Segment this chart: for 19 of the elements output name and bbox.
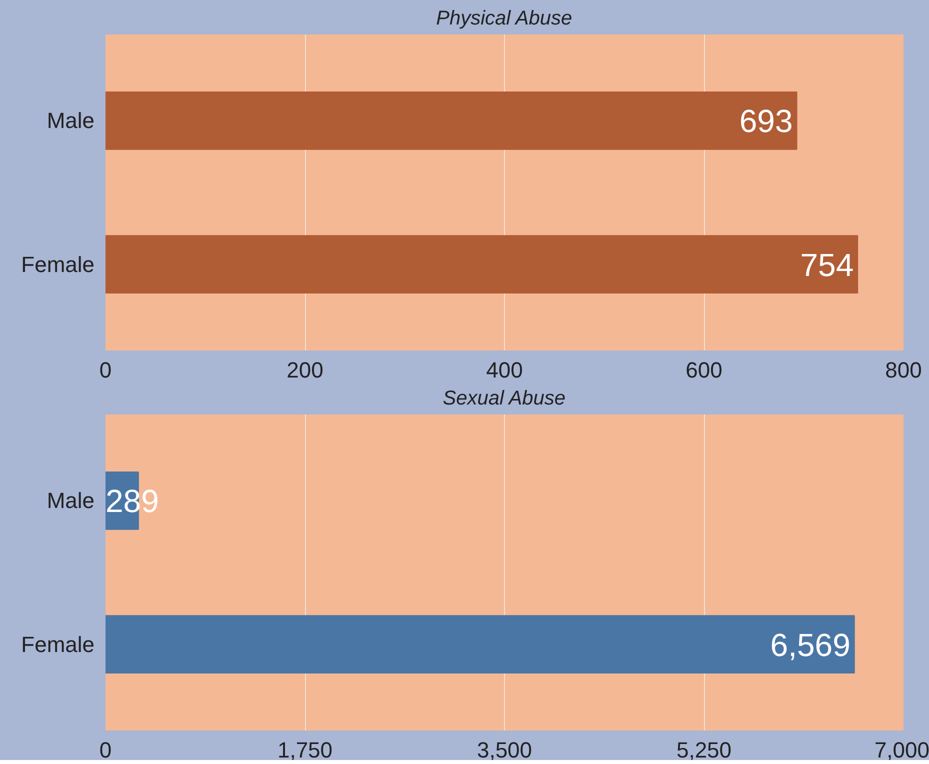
data-label: 6,569: [770, 626, 850, 663]
y-tick-label: Male: [46, 108, 95, 134]
x-tick-label: 1,750: [277, 738, 333, 762]
x-tick-label: 400: [486, 358, 523, 382]
x-tick-label: 0: [99, 738, 112, 762]
data-label: 693: [739, 103, 793, 140]
y-tick-label: Female: [21, 252, 94, 277]
data-label: 754: [800, 246, 854, 283]
x-tick-label: 7,000: [874, 738, 929, 762]
chart-title: Sexual Abuse: [442, 388, 566, 410]
x-tick-label: 200: [286, 358, 324, 382]
x-tick-label: 5,250: [676, 738, 732, 762]
x-tick-label: 3,500: [476, 738, 532, 762]
x-tick-label: 800: [885, 358, 922, 382]
x-tick-label: 600: [686, 358, 722, 382]
y-tick-label: Female: [21, 632, 94, 657]
y-tick-label: Male: [46, 488, 95, 514]
chart-title: Physical Abuse: [436, 8, 572, 30]
x-tick-label: 0: [99, 358, 112, 382]
